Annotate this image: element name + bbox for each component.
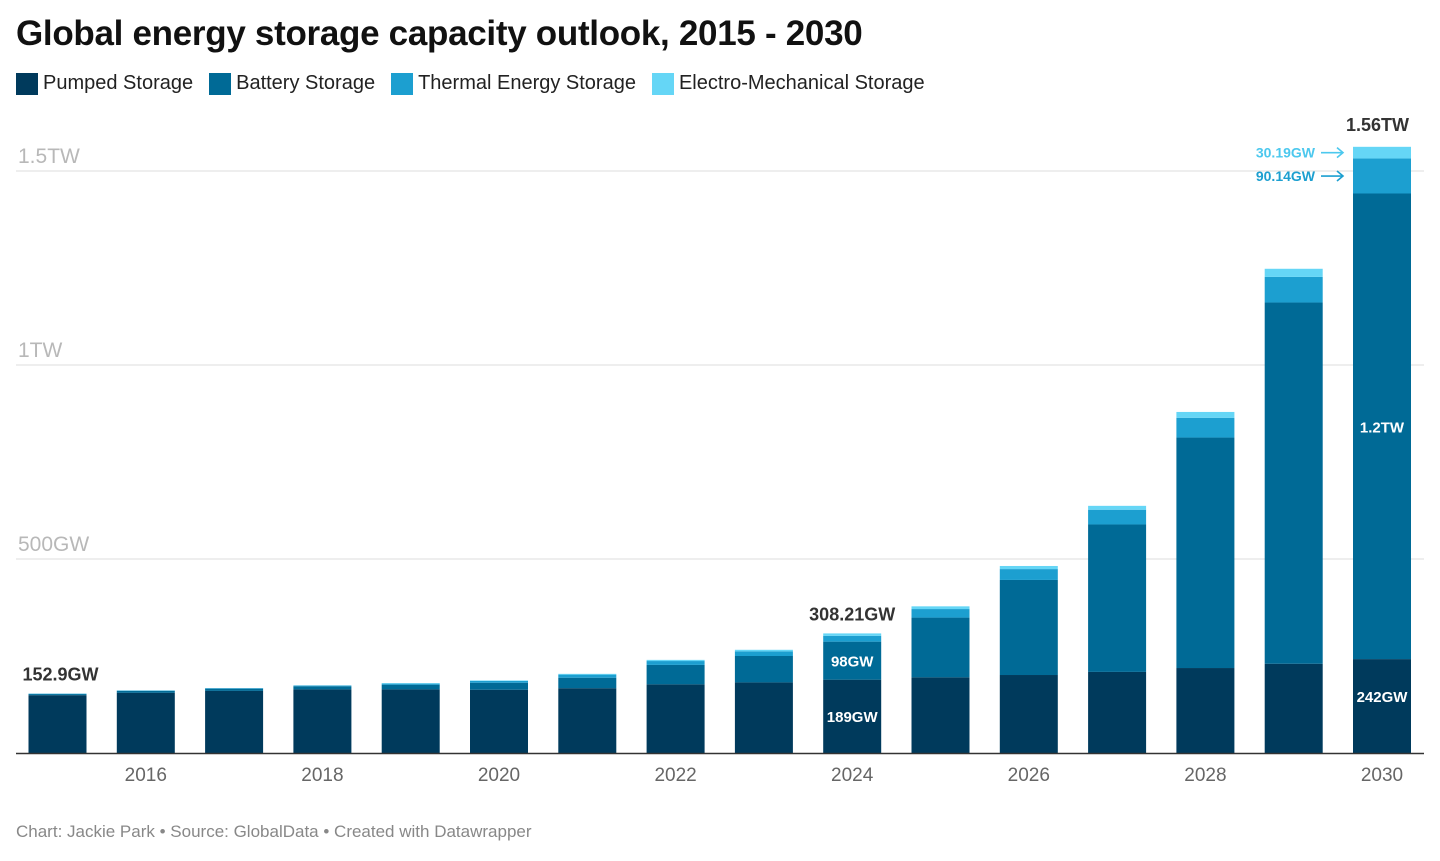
x-tick-label-2028: 2028 [1184, 765, 1226, 786]
bar-2030-thermal-energy-storage [1353, 158, 1411, 194]
bar-2019-electro-mechanical-storage [381, 683, 440, 684]
legend-label-thermal-energy-storage: Thermal Energy Storage [418, 72, 636, 94]
bar-2024-thermal-energy-storage [823, 635, 882, 642]
bar-2028-pumped-storage [1176, 668, 1235, 753]
arrow-head-electro-mechanical-storage [1336, 147, 1345, 159]
bar-2029-thermal-energy-storage [1264, 276, 1323, 303]
legend-swatch-thermal-energy-storage [391, 72, 414, 95]
x-tick-label-2020: 2020 [478, 765, 520, 786]
bar-2023-thermal-energy-storage [734, 651, 793, 656]
bar-2017-battery-storage [205, 688, 264, 691]
bar-2026-battery-storage [999, 579, 1058, 676]
bar-2024-electro-mechanical-storage [823, 633, 882, 636]
bar-2030-pumped-storage [1353, 659, 1411, 753]
chart-footer: Chart: Jackie Park • Source: GlobalData … [16, 822, 532, 841]
segment-label-2030-battery-storage: 1.2TW [1360, 419, 1405, 436]
bar-2017-pumped-storage [205, 690, 264, 753]
y-axis-label-500gw: 500GW [18, 533, 89, 556]
legend-label-electro-mechanical-storage: Electro-Mechanical Storage [678, 72, 925, 94]
bar-2023-battery-storage [734, 656, 793, 683]
bar-2022-thermal-energy-storage [646, 661, 705, 665]
total-label-2030: 1.56TW [1346, 115, 1409, 135]
bar-2018-thermal-energy-storage [293, 685, 352, 687]
legend-label-pumped-storage: Pumped Storage [43, 72, 194, 94]
bar-2018-pumped-storage [293, 689, 352, 753]
legend-item-electro-mechanical-storage: Electro-Mechanical Storage [651, 72, 925, 95]
bar-2026-thermal-energy-storage [999, 569, 1058, 580]
x-tick-label-2022: 2022 [654, 765, 696, 786]
bar-2021-pumped-storage [558, 688, 617, 753]
x-tick-label-2026: 2026 [1008, 765, 1050, 786]
x-tick-label-2024: 2024 [831, 765, 874, 786]
bar-2020-thermal-energy-storage [470, 680, 528, 683]
bar-2016-battery-storage [116, 690, 175, 693]
legend-swatch-electro-mechanical-storage [651, 72, 674, 95]
bar-2030-battery-storage [1353, 193, 1411, 660]
bar-2023-electro-mechanical-storage [734, 649, 793, 652]
bar-2025-battery-storage [911, 617, 970, 678]
bar-2022-pumped-storage [646, 684, 705, 753]
bar-2028-electro-mechanical-storage [1176, 411, 1235, 418]
bar-2022-battery-storage [646, 664, 705, 685]
total-label-2015: 152.9GW [22, 665, 98, 685]
legend-swatch-battery-storage [209, 72, 232, 95]
legend-swatch-pumped-storage [16, 72, 38, 95]
x-tick-label-2018: 2018 [301, 765, 343, 786]
bar-2028-battery-storage [1176, 437, 1235, 669]
bar-2015-pumped-storage [28, 695, 87, 753]
bar-2016-thermal-energy-storage [116, 690, 175, 692]
bar-2019-thermal-energy-storage [381, 683, 440, 685]
bar-2017-thermal-energy-storage [205, 688, 264, 689]
segment-label-2030-pumped-storage: 242GW [1357, 689, 1409, 706]
bar-2027-electro-mechanical-storage [1088, 505, 1147, 510]
bar-2025-electro-mechanical-storage [911, 606, 970, 610]
bar-2015-battery-storage [28, 694, 87, 696]
bar-2028-thermal-energy-storage [1176, 417, 1235, 438]
y-axis-label-1-5tw: 1.5TW [18, 145, 80, 168]
x-tick-label-2030: 2030 [1361, 765, 1403, 786]
legend-item-thermal-energy-storage: Thermal Energy Storage [391, 72, 636, 95]
x-tick-label-2016: 2016 [125, 765, 167, 786]
bar-2027-thermal-energy-storage [1088, 509, 1147, 525]
bar-2020-battery-storage [470, 682, 528, 690]
legend-item-pumped-storage: Pumped Storage [16, 72, 193, 95]
bar-2018-battery-storage [293, 686, 352, 690]
bar-2027-battery-storage [1088, 524, 1147, 672]
bar-2029-electro-mechanical-storage [1264, 268, 1323, 277]
bar-2025-pumped-storage [911, 677, 970, 753]
arrow-head-thermal-energy-storage [1336, 170, 1345, 182]
bar-2015-thermal-energy-storage [28, 693, 87, 695]
bar-2016-pumped-storage [116, 692, 175, 753]
chart-title: Global energy storage capacity outlook, … [16, 14, 863, 53]
legend: Pumped Storage Battery Storage Thermal E… [16, 72, 941, 95]
bar-2024-battery-storage [823, 641, 882, 680]
bar-2020-pumped-storage [470, 689, 528, 753]
bar-2022-electro-mechanical-storage [646, 659, 705, 662]
bar-2026-pumped-storage [999, 675, 1058, 753]
segment-label-2024-battery-storage: 98GW [831, 654, 874, 671]
segment-label-2024-pumped-storage: 189GW [827, 709, 879, 726]
bar-2027-pumped-storage [1088, 671, 1147, 753]
bar-2029-battery-storage [1264, 302, 1323, 664]
bar-2024-pumped-storage [823, 679, 882, 753]
bar-2026-electro-mechanical-storage [999, 565, 1058, 570]
bar-2025-thermal-energy-storage [911, 609, 970, 618]
bar-2021-thermal-energy-storage [558, 674, 617, 678]
bar-2021-battery-storage [558, 677, 617, 689]
y-axis-label-1tw: 1TW [18, 339, 63, 362]
legend-item-battery-storage: Battery Storage [209, 72, 375, 95]
bar-2030-electro-mechanical-storage [1353, 146, 1411, 159]
bar-2019-pumped-storage [381, 689, 440, 753]
bar-2023-pumped-storage [734, 682, 793, 753]
bar-2019-battery-storage [381, 684, 440, 690]
bar-2020-electro-mechanical-storage [470, 680, 528, 681]
bar-2029-pumped-storage [1264, 663, 1323, 753]
arrow-label-electro-mechanical-storage: 30.19GW [1256, 145, 1316, 161]
legend-label-battery-storage: Battery Storage [236, 72, 376, 94]
arrow-label-thermal-energy-storage: 90.14GW [1256, 168, 1316, 184]
total-label-2024: 308.21GW [809, 604, 895, 624]
bar-2021-electro-mechanical-storage [558, 673, 617, 675]
